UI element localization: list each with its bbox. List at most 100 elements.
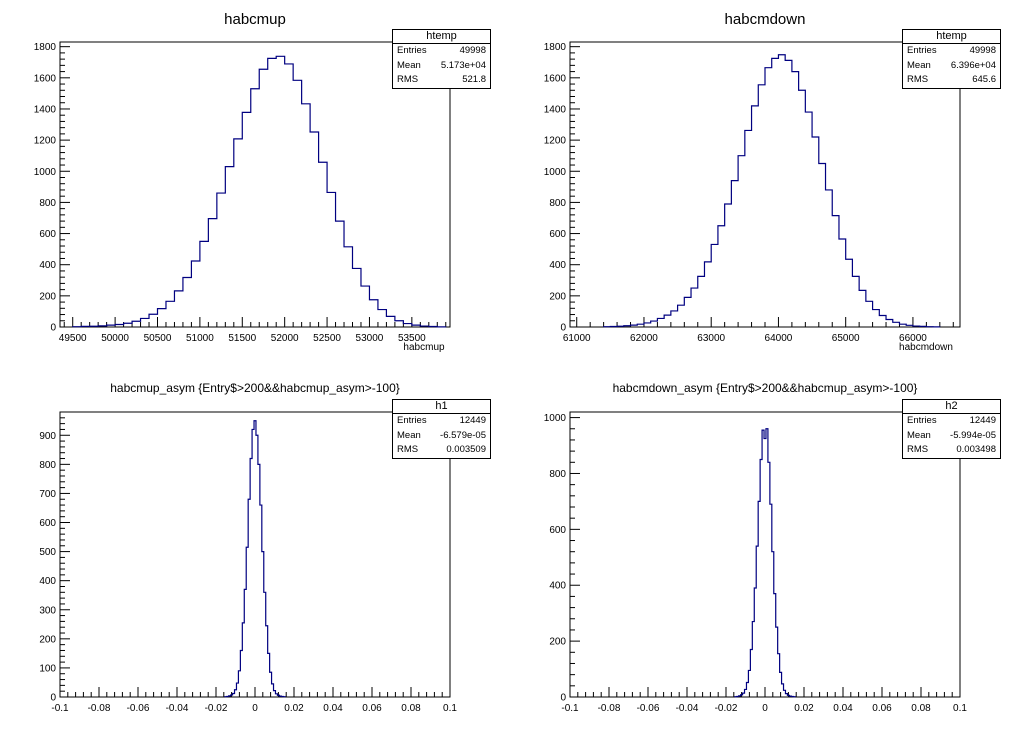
y-tick-label: 1000 (544, 413, 567, 424)
stats-box: h1 Entries 12449 Mean -6.579e-05 RMS 0.0035… (392, 399, 491, 459)
chart-title: habcmup_asym {Entry$>200&&habcmup_asym>-… (110, 381, 400, 395)
x-tick-label: 50000 (101, 333, 129, 344)
stats-mean-label: Mean (397, 59, 421, 71)
y-tick-label: 400 (39, 260, 56, 271)
stats-rms-label: RMS (907, 444, 929, 455)
stats-mean-row: Mean -6.579e-05 (393, 429, 490, 444)
y-tick-label: 0 (50, 323, 56, 334)
stats-rms-label: RMS (397, 444, 419, 455)
x-tick-label: -0.02 (205, 703, 228, 714)
y-tick-label: 1400 (34, 104, 57, 115)
y-tick-label: 1200 (34, 136, 57, 147)
y-tick-label: 400 (549, 260, 566, 271)
x-tick-label: 62000 (630, 333, 658, 344)
x-tick-label: 0.02 (284, 703, 304, 714)
stats-entries-label: Entries (397, 45, 427, 56)
x-tick-label: 51500 (228, 333, 256, 344)
x-tick-label: 65000 (832, 333, 860, 344)
stats-name: htemp (903, 30, 1000, 44)
y-tick-label: 1200 (544, 136, 567, 147)
x-tick-label: 52500 (313, 333, 341, 344)
stats-mean-value: 5.173e+04 (440, 59, 486, 71)
chart-panel-habcmup-asym: habcmup_asym {Entry$>200&&habcmup_asym>-… (0, 370, 510, 740)
x-tick-label: -0.1 (561, 703, 579, 714)
x-tick-label: -0.02 (715, 703, 738, 714)
x-tick-label: 52000 (271, 333, 299, 344)
chart-title: habcmup (224, 11, 286, 28)
y-tick-label: 600 (549, 525, 566, 536)
stats-entries-value: 49998 (459, 45, 486, 56)
y-tick-label: 1000 (34, 167, 57, 178)
x-axis-label: habcmdown (899, 342, 953, 353)
stats-mean-value: -6.579e-05 (440, 429, 486, 441)
stats-mean-label: Mean (397, 429, 421, 441)
y-tick-label: 600 (39, 229, 56, 240)
x-tick-label: 0 (762, 703, 768, 714)
y-tick-label: 100 (39, 663, 56, 674)
histogram-line (224, 420, 286, 698)
stats-entries-label: Entries (907, 415, 937, 426)
chart-panel-habcmup: habcmup 49500 50000 50500 51000 51500 52000 52… (0, 0, 510, 370)
y-tick-label: 500 (39, 547, 56, 558)
histogram-habcmup: 49500 50000 50500 51000 51500 52000 52500 53000… (34, 41, 451, 344)
x-tick-label: 53000 (356, 333, 384, 344)
stats-entries-label: Entries (397, 415, 427, 426)
stats-entries-row: Entries 12449 (393, 414, 490, 429)
y-tick-label: 200 (39, 291, 56, 302)
x-tick-label: 61000 (563, 333, 591, 344)
y-tick-label: 400 (549, 581, 566, 592)
x-tick-label: -0.06 (127, 703, 150, 714)
stats-rms-value: 0.003509 (446, 444, 486, 455)
x-tick-label: 0.1 (953, 703, 967, 714)
x-tick-label: 0.08 (401, 703, 421, 714)
x-tick-label: 49500 (59, 333, 87, 344)
y-tick-label: 0 (560, 693, 566, 704)
stats-mean-label: Mean (907, 429, 931, 441)
x-tick-label: 0.04 (833, 703, 853, 714)
x-tick-label: -0.06 (637, 703, 660, 714)
stats-mean-value: 6.396e+04 (950, 59, 996, 71)
y-tick-label: 600 (549, 229, 566, 240)
stats-name: h1 (393, 400, 490, 414)
x-tick-label: -0.04 (676, 703, 699, 714)
stats-mean-row: Mean 5.173e+04 (393, 59, 490, 74)
x-tick-label: -0.04 (166, 703, 189, 714)
x-tick-label: 64000 (765, 333, 793, 344)
x-tick-label: 0.06 (872, 703, 892, 714)
x-tick-label: 63000 (697, 333, 725, 344)
x-tick-label: 51000 (186, 333, 214, 344)
y-tick-label: 1800 (544, 42, 567, 53)
y-tick-label: 0 (50, 693, 56, 704)
histogram-habcmup-asym: -0.1 -0.08 -0.06 -0.04 -0.02 0 0.02 0.04 0.06 0.0… (39, 411, 457, 714)
stats-rms-row: RMS 0.003498 (903, 443, 1000, 458)
histogram-line (72, 55, 447, 328)
stats-rms-row: RMS 645.6 (903, 73, 1000, 88)
stats-rms-value: 521.8 (462, 74, 486, 85)
y-tick-label: 300 (39, 605, 56, 616)
x-tick-label: 0.1 (443, 703, 457, 714)
x-tick-label: 0.08 (911, 703, 931, 714)
y-tick-label: 800 (549, 198, 566, 209)
y-tick-label: 1400 (544, 104, 567, 115)
stats-entries-row: Entries 12449 (903, 414, 1000, 429)
chart-title: habcmdown_asym {Entry$>200&&habcmup_asym… (612, 381, 918, 395)
stats-mean-row: Mean -5.994e-05 (903, 429, 1000, 444)
stats-name: htemp (393, 30, 490, 44)
chart-title: habcmdown (724, 11, 806, 28)
y-tick-label: 0 (560, 323, 566, 334)
x-tick-label: -0.08 (88, 703, 111, 714)
y-tick-label: 200 (549, 637, 566, 648)
y-tick-label: 200 (39, 634, 56, 645)
stats-box: h2 Entries 12449 Mean -5.994e-05 RMS 0.0034… (902, 399, 1001, 459)
stats-mean-value: -5.994e-05 (950, 429, 996, 441)
stats-entries-row: Entries 49998 (393, 44, 490, 59)
stats-entries-value: 12449 (459, 415, 486, 426)
stats-mean-label: Mean (907, 59, 931, 71)
stats-box: htemp Entries 49998 Mean 6.396e+04 RMS 645.… (902, 29, 1001, 89)
x-tick-label: 53500 (398, 333, 426, 344)
y-tick-label: 1800 (34, 42, 57, 53)
stats-entries-row: Entries 49998 (903, 44, 1000, 59)
stats-mean-row: Mean 6.396e+04 (903, 59, 1000, 74)
y-tick-label: 1600 (544, 73, 567, 84)
stats-rms-value: 645.6 (972, 74, 996, 85)
